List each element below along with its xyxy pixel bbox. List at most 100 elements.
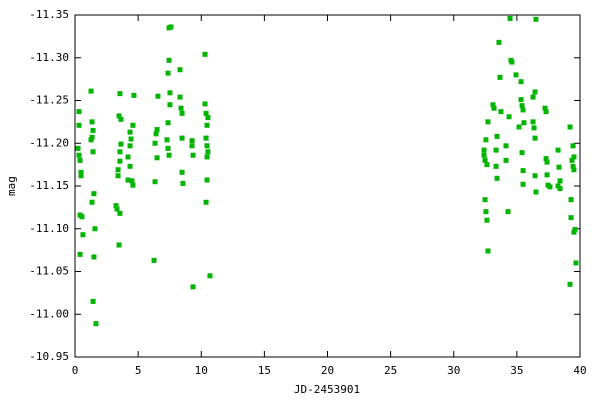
point <box>518 79 524 85</box>
point <box>165 120 171 126</box>
point <box>572 227 578 233</box>
point <box>164 137 170 143</box>
point <box>520 168 526 174</box>
point <box>152 179 158 185</box>
x-tick-label: 5 <box>135 364 142 377</box>
point <box>519 150 525 156</box>
point <box>189 138 195 144</box>
y-tick-label: -11.05 <box>29 265 69 278</box>
point <box>76 109 82 115</box>
point <box>568 197 574 203</box>
point <box>532 135 538 141</box>
y-tick-label: -11.10 <box>29 222 69 235</box>
point <box>178 105 184 111</box>
y-tick-label: -11.30 <box>29 51 69 64</box>
point <box>113 203 119 209</box>
point <box>117 149 123 155</box>
point <box>89 119 95 125</box>
point <box>482 197 488 203</box>
point <box>516 124 522 130</box>
point <box>118 116 124 122</box>
point <box>542 105 548 111</box>
point <box>491 105 497 111</box>
point <box>128 136 134 142</box>
point <box>155 93 161 99</box>
x-tick-label: 25 <box>384 364 397 377</box>
x-tick-label: 40 <box>573 364 586 377</box>
point <box>190 284 196 290</box>
point <box>202 101 208 107</box>
point <box>154 155 160 161</box>
point <box>131 92 137 98</box>
x-tick-label: 0 <box>72 364 79 377</box>
point <box>165 145 171 151</box>
point <box>530 119 536 125</box>
point <box>557 178 563 184</box>
point <box>168 24 174 30</box>
point <box>114 206 120 212</box>
point <box>543 156 549 162</box>
point <box>79 214 85 220</box>
point <box>125 177 131 183</box>
point <box>485 119 491 125</box>
point <box>78 169 84 175</box>
point <box>177 94 183 100</box>
point <box>532 89 538 95</box>
point <box>91 254 97 260</box>
point <box>180 180 186 186</box>
point <box>90 127 96 133</box>
y-tick-label: -11.35 <box>29 8 69 21</box>
point <box>127 143 133 149</box>
x-tick-label: 15 <box>258 364 271 377</box>
point <box>89 199 95 205</box>
point <box>117 91 123 97</box>
point <box>205 115 211 121</box>
point <box>556 164 562 170</box>
point <box>485 248 491 254</box>
point <box>543 109 549 115</box>
point <box>115 173 121 179</box>
point <box>568 215 574 221</box>
point <box>571 154 577 160</box>
point <box>76 152 82 158</box>
point <box>151 257 157 263</box>
point <box>519 103 525 109</box>
point <box>154 127 160 133</box>
point <box>75 145 81 151</box>
point <box>494 175 500 181</box>
point <box>91 191 97 197</box>
point <box>179 135 185 141</box>
point <box>490 102 496 108</box>
point <box>77 157 83 163</box>
y-tick-label: -11.25 <box>29 94 69 107</box>
point <box>127 129 133 135</box>
point <box>130 122 136 128</box>
point <box>484 217 490 223</box>
point <box>544 159 550 165</box>
point <box>165 70 171 76</box>
point <box>570 143 576 149</box>
point <box>167 90 173 96</box>
point <box>204 177 210 183</box>
x-tick-label: 20 <box>321 364 334 377</box>
point <box>533 16 539 22</box>
point <box>116 113 122 119</box>
point <box>115 167 121 173</box>
x-tick-label: 10 <box>195 364 208 377</box>
point <box>518 97 524 103</box>
point <box>189 143 195 149</box>
point <box>531 125 537 131</box>
y-tick-label: -10.95 <box>29 350 69 363</box>
y-tick-label: -11.20 <box>29 136 69 149</box>
point <box>497 74 503 80</box>
point <box>77 251 83 257</box>
point <box>513 72 519 78</box>
point <box>90 298 96 304</box>
point <box>152 140 158 146</box>
point <box>203 199 209 205</box>
point <box>555 183 561 189</box>
point <box>127 163 133 169</box>
y-axis-label: mag <box>5 176 18 196</box>
point <box>481 147 487 153</box>
